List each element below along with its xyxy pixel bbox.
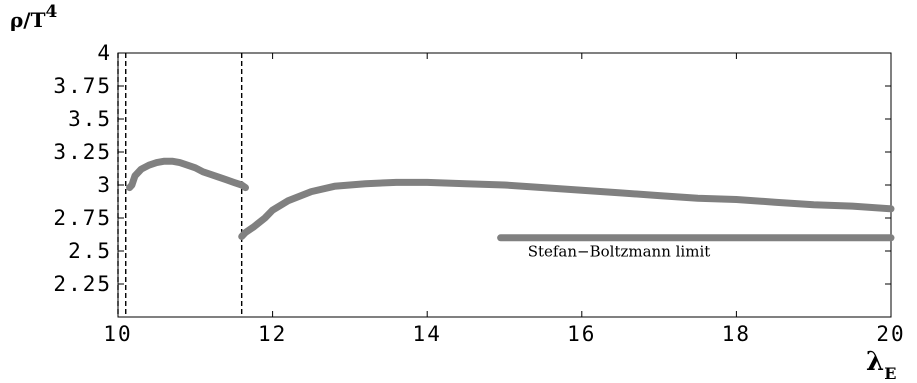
- y-tick-label-7: 4: [97, 41, 112, 65]
- y-axis-title-main: ρ/T: [10, 8, 46, 32]
- y-axis-ticks: 2.25 2.5 2.75 3 3.25 3.5 3.75 4: [53, 41, 891, 296]
- y-tick-label-6: 3.75: [53, 74, 112, 98]
- y-tick-label-1: 2.5: [68, 239, 112, 263]
- x-tick-label-4: 18: [722, 322, 751, 346]
- y-tick-label-5: 3.5: [68, 107, 112, 131]
- x-tick-label-5: 20: [876, 322, 905, 346]
- x-axis-title-main: λ: [866, 347, 884, 377]
- y-axis-title-sup: 4: [46, 2, 58, 22]
- annotation-0: Stefan−Boltzmann limit: [528, 242, 711, 260]
- y-tick-label-0: 2.25: [53, 272, 112, 296]
- series-layer: [126, 157, 895, 242]
- x-axis-title-sub: E: [884, 364, 896, 383]
- series-line-0: [126, 157, 249, 192]
- x-tick-label-0: 10: [103, 322, 132, 346]
- y-tick-label-4: 3.25: [53, 140, 112, 164]
- y-tick-label-3: 3: [97, 173, 112, 197]
- x-axis-ticks: 10 12 14 16 18 20: [103, 53, 905, 346]
- x-tick-label-2: 14: [413, 322, 442, 346]
- x-tick-label-3: 16: [567, 322, 596, 346]
- y-tick-label-2: 2.75: [53, 206, 112, 230]
- series-line-1: [238, 178, 895, 240]
- x-axis-title: λE: [866, 347, 896, 383]
- dashed-lines: [117, 53, 243, 317]
- x-tick-label-1: 12: [258, 322, 287, 346]
- y-axis-title: ρ/T4: [10, 2, 58, 32]
- annotations: Stefan−Boltzmann limit: [528, 242, 711, 260]
